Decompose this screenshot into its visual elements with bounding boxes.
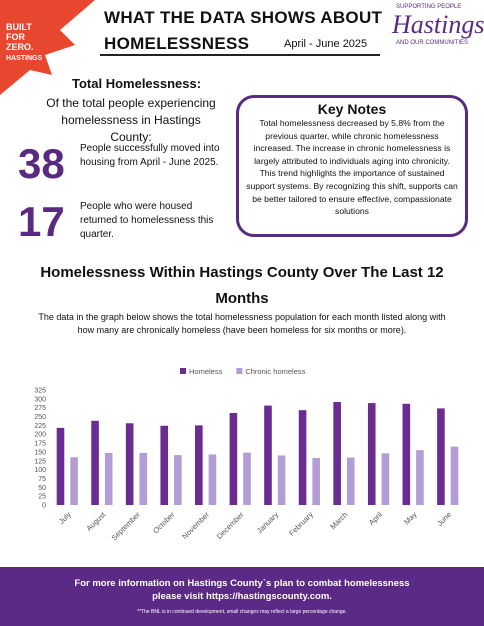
bar <box>264 405 272 505</box>
footer-note: **The BNL is in continued development, s… <box>137 609 347 615</box>
title: HOMELESSNESS <box>104 34 250 53</box>
notes-title: Key Notes <box>317 101 387 117</box>
bar <box>139 452 148 505</box>
footer: For more information on Hastings County`… <box>0 567 484 626</box>
y-tick-label: 225 <box>34 423 46 430</box>
logo-text: ZERO. <box>6 42 34 52</box>
bar <box>312 457 320 505</box>
bar <box>381 453 390 505</box>
brand-name: Hastings <box>392 10 484 39</box>
y-tick-label: 75 <box>38 476 46 483</box>
bar <box>56 427 65 505</box>
y-tick-label: 150 <box>34 449 46 456</box>
footer-text: For more information on Hastings County`… <box>74 578 410 602</box>
bar <box>174 455 182 505</box>
y-tick-label: 250 <box>34 414 46 421</box>
x-tick-label: July <box>57 510 73 526</box>
brand-top: SUPPORTING PEOPLE <box>396 4 462 10</box>
bar <box>450 446 459 505</box>
chart-title: Homelessness Within Hastings County Over… <box>40 264 444 307</box>
x-tick-label: April <box>367 510 384 527</box>
rule <box>100 54 380 56</box>
maple-leaf <box>0 0 95 95</box>
x-tick-label: August <box>84 509 108 533</box>
x-tick-label: September <box>110 510 143 543</box>
bar <box>437 408 445 505</box>
stat-number: 38 <box>18 140 65 187</box>
y-tick-label: 275 <box>34 405 46 412</box>
bar <box>104 452 113 505</box>
bar <box>402 403 411 505</box>
y-tick-label: 325 <box>34 388 46 395</box>
x-tick-label: May <box>402 510 419 527</box>
bar <box>208 454 217 505</box>
bar <box>243 452 251 505</box>
bar <box>229 413 238 505</box>
y-tick-label: 125 <box>34 458 46 465</box>
key-notes: Key Notes Total homelessness decreased b… <box>236 95 468 237</box>
x-tick-label: October <box>151 510 177 536</box>
bar <box>125 423 134 505</box>
bar <box>277 455 286 505</box>
bar <box>367 403 376 505</box>
summary-subheading: Of the total people experiencing homeles… <box>46 96 216 144</box>
x-tick-label: March <box>328 510 349 531</box>
y-tick-label: 300 <box>34 396 46 403</box>
bar <box>70 457 78 505</box>
logo: BUILT FOR ZERO. HASTINGS <box>0 0 95 95</box>
y-tick-label: 175 <box>34 441 46 448</box>
y-tick-label: 100 <box>34 467 46 474</box>
stat-number: 17 <box>18 198 65 245</box>
bar <box>333 402 341 505</box>
bar <box>91 420 99 505</box>
legend-label: Homeless <box>189 367 223 376</box>
bar <box>346 457 355 505</box>
x-tick-label: January <box>255 510 280 535</box>
summary-heading: Total Homelessness: <box>72 76 202 91</box>
bar <box>416 450 424 505</box>
legend-swatch <box>236 368 243 374</box>
logo-text: BUILT <box>6 22 32 32</box>
x-tick-label: December <box>215 510 246 541</box>
x-tick-label: June <box>435 510 453 528</box>
legend-swatch <box>180 368 186 374</box>
y-tick-label: 25 <box>38 494 46 501</box>
date: April - June 2025 <box>284 38 368 50</box>
logo-text: HASTINGS <box>6 55 43 62</box>
x-tick-label: November <box>180 510 211 541</box>
stat-text: People who were housed returned to homel… <box>80 201 214 240</box>
stat-text: People successfully moved into housing f… <box>80 143 220 168</box>
y-tick-label: 0 <box>42 503 46 510</box>
chart-description: The data in the graph below shows the to… <box>38 312 446 335</box>
y-tick-label: 50 <box>38 485 46 492</box>
logo-text: FOR <box>6 32 25 42</box>
y-tick-label: 200 <box>34 432 46 439</box>
x-tick-label: February <box>287 510 315 538</box>
bar <box>298 410 307 505</box>
legend-label: Chronic homeless <box>245 367 305 376</box>
title: WHAT THE DATA SHOWS ABOUT <box>104 8 383 27</box>
brand-bottom: AND OUR COMMUNITIES <box>396 40 468 46</box>
bar <box>195 425 203 505</box>
bar <box>160 425 169 505</box>
notes-body: Total homelessness decreased by 5.8% fro… <box>246 118 458 217</box>
